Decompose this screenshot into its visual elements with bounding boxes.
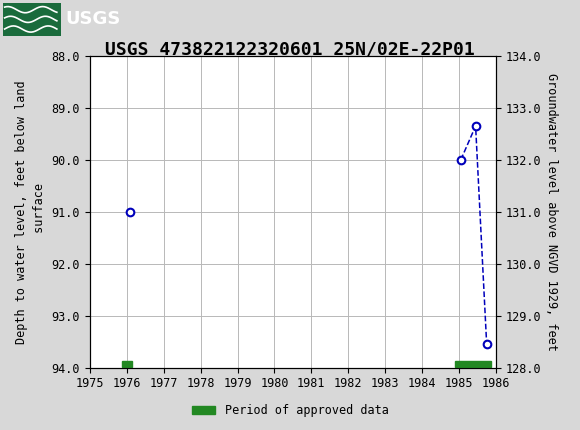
Y-axis label: Groundwater level above NGVD 1929, feet: Groundwater level above NGVD 1929, feet [545, 73, 558, 351]
Legend: Period of approved data: Period of approved data [187, 399, 393, 422]
Bar [455, 361, 491, 367]
Y-axis label: Depth to water level, feet below land
 surface: Depth to water level, feet below land su… [15, 80, 46, 344]
Text: USGS: USGS [66, 10, 121, 28]
Text: USGS 473822122320601 25N/02E-22P01: USGS 473822122320601 25N/02E-22P01 [105, 41, 475, 59]
FancyBboxPatch shape [3, 3, 61, 36]
Bar [122, 361, 132, 367]
